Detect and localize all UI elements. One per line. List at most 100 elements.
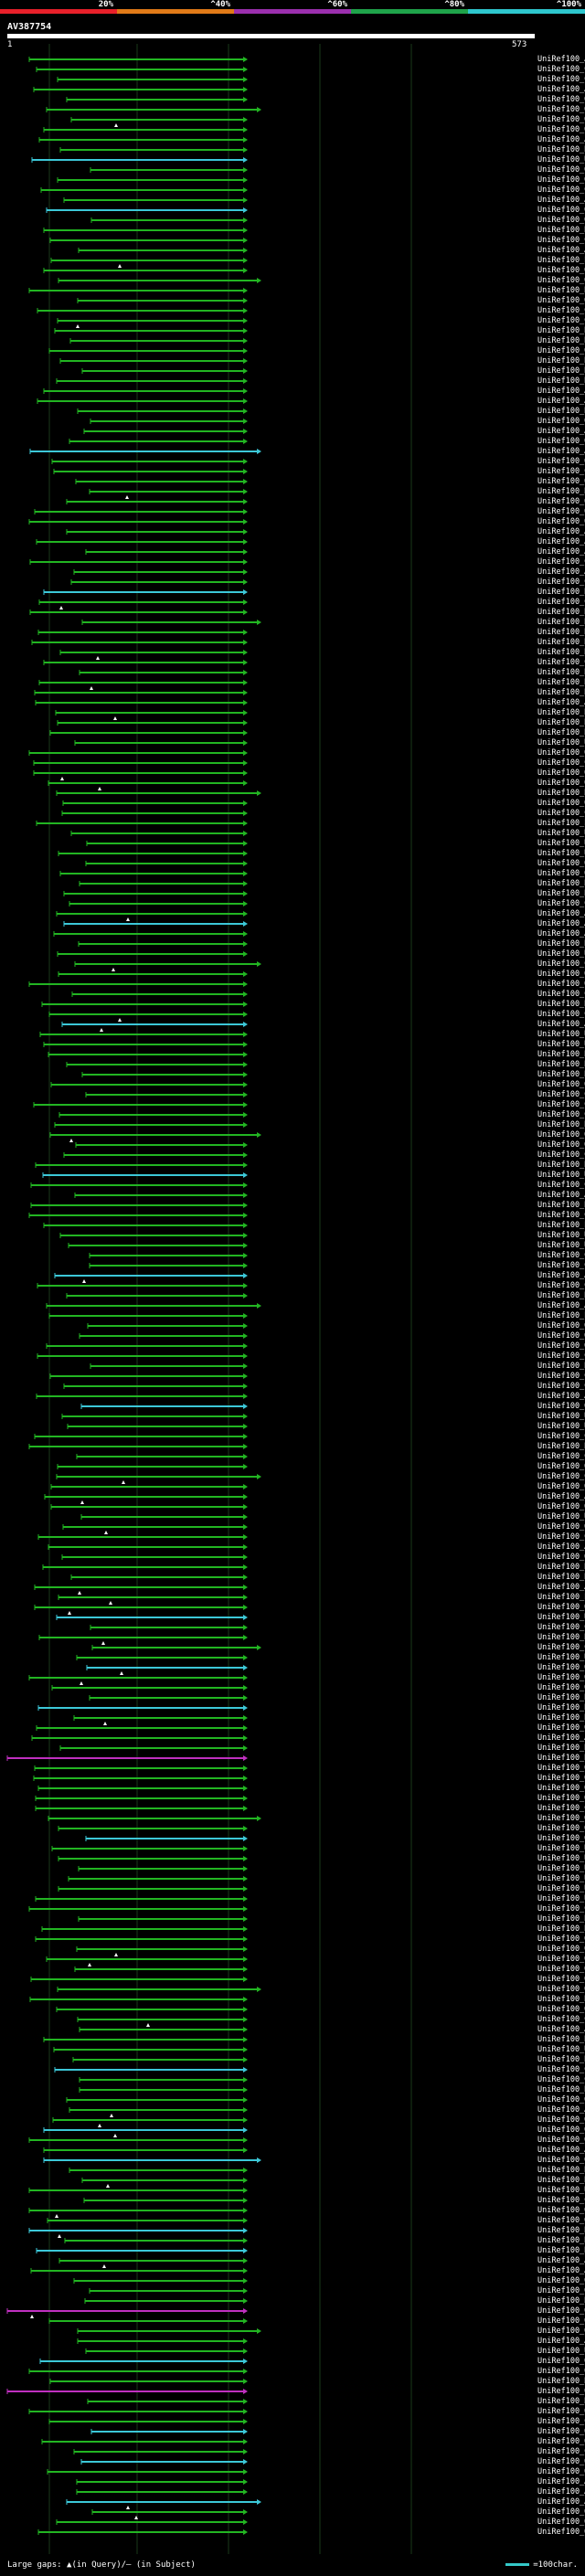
hit-link[interactable]: UniRef100_Q7ZWF8	[537, 769, 585, 778]
hit-link[interactable]: UniRef100_C6HS56	[537, 1211, 585, 1220]
hit-link[interactable]: UniRef100_C4R3K6	[537, 2447, 585, 2456]
hit-link[interactable]: UniRef100_UP1000...	[537, 1422, 585, 1431]
hit-link[interactable]: UniRef100_B4CV19	[537, 286, 585, 295]
hit-link[interactable]: UniRef100_B3LCC4	[537, 1633, 585, 1642]
hit-link[interactable]: UniRef100_UP1000...	[537, 2347, 585, 2356]
hit-link[interactable]: UniRef100_Q79KC4	[537, 115, 585, 124]
hit-link[interactable]: UniRef100_Q8T5Q9	[537, 1824, 585, 1833]
hit-link[interactable]: UniRef100_Q4PMR5	[537, 1482, 585, 1491]
hit-link[interactable]: UniRef100_B4IGZ2	[537, 2226, 585, 2235]
hit-link[interactable]: UniRef100_Q44074	[537, 2327, 585, 2336]
hit-link[interactable]: UniRef100_Q4SDX9	[537, 1080, 585, 1089]
hit-link[interactable]: UniRef100_Q0QEY6	[537, 1814, 585, 1823]
hit-link[interactable]: UniRef100_Q8SXL9	[537, 2156, 585, 2165]
hit-link[interactable]: UniRef100_A5E8P1	[537, 1733, 585, 1743]
hit-link[interactable]: UniRef100_Q2XDX9	[537, 970, 585, 979]
hit-link[interactable]: UniRef100_UP1000...	[537, 1894, 585, 1903]
hit-link[interactable]: UniRef100_Q1DYK9	[537, 1130, 585, 1140]
hit-link[interactable]: UniRef100_A3BP48	[537, 527, 585, 536]
hit-link[interactable]: UniRef100_B5Q382	[537, 668, 585, 677]
hit-link[interactable]: UniRef100_Q8AVR8	[537, 276, 585, 285]
hit-link[interactable]: UniRef100_B6JY58	[537, 1161, 585, 1170]
hit-link[interactable]: UniRef100_A1ZD38	[537, 2105, 585, 2115]
hit-link[interactable]: UniRef100_Q4R0N2	[537, 748, 585, 758]
hit-link[interactable]: UniRef100_C1BUY8	[537, 2075, 585, 2084]
hit-link[interactable]: UniRef100_B3NUQ6	[537, 2236, 585, 2245]
hit-link[interactable]: UniRef100_B8LP54	[537, 1914, 585, 1924]
hit-link[interactable]: UniRef100_A7TB22	[537, 567, 585, 577]
hit-link[interactable]: UniRef100_B8LLT1	[537, 1924, 585, 1934]
hit-link[interactable]: UniRef100_B6TF74	[537, 879, 585, 888]
hit-link[interactable]: UniRef100_B8P9E9	[537, 708, 585, 717]
hit-link[interactable]: UniRef100_Q6CB23	[537, 346, 585, 355]
hit-link[interactable]: UniRef100_A6RYV6	[537, 1020, 585, 1029]
hit-link[interactable]: UniRef100_C8S3D1	[537, 2417, 585, 2426]
hit-link[interactable]: UniRef100_Q14445	[537, 206, 585, 215]
hit-link[interactable]: UniRef100_C1BEH2	[537, 959, 585, 969]
hit-link[interactable]: UniRef100_Q4E8S4	[537, 2457, 585, 2466]
hit-link[interactable]: UniRef100_Q00VE4	[537, 165, 585, 175]
hit-link[interactable]: UniRef100_Q29GD5	[537, 1985, 585, 1994]
hit-link[interactable]: UniRef100_C5SNL2	[537, 1804, 585, 1813]
hit-link[interactable]: UniRef100_C3ZLV8	[537, 1532, 585, 1542]
hit-link[interactable]: UniRef100_Q6Q3L2	[537, 799, 585, 808]
hit-link[interactable]: UniRef100_C1N059	[537, 65, 585, 74]
hit-link[interactable]: UniRef100_B4HB54	[537, 2176, 585, 2185]
hit-link[interactable]: UniRef100_B2A2V1	[537, 939, 585, 949]
hit-link[interactable]: UniRef100_Q7SY78	[537, 2115, 585, 2125]
hit-link[interactable]: UniRef100_Q0UY13	[537, 497, 585, 506]
hit-link[interactable]: UniRef100_C0SFU8	[537, 557, 585, 567]
hit-link[interactable]: UniRef100_UP1000...	[537, 1412, 585, 1421]
hit-link[interactable]: UniRef100_B5JWY0	[537, 2397, 585, 2406]
hit-link[interactable]: UniRef100_C5DYB3	[537, 2196, 585, 2205]
hit-link[interactable]: UniRef100_B6F0Y1	[537, 648, 585, 657]
hit-link[interactable]: UniRef100_Q8MF37	[537, 2286, 585, 2295]
hit-link[interactable]: UniRef100_B3NB16	[537, 1000, 585, 1009]
hit-link[interactable]: UniRef100_C1BV23	[537, 2065, 585, 2074]
hit-link[interactable]: UniRef100_B1AC08	[537, 226, 585, 235]
hit-link[interactable]: UniRef100_B4P795	[537, 2166, 585, 2175]
hit-link[interactable]: UniRef100_Q0QEZ6	[537, 2316, 585, 2326]
hit-link[interactable]: UniRef100_P21911	[537, 1311, 585, 1320]
hit-link[interactable]: UniRef100_B7QA40	[537, 1120, 585, 1129]
hit-link[interactable]: UniRef100_Q4YPR2	[537, 2427, 585, 2436]
hit-link[interactable]: UniRef100_C1C2I4	[537, 1623, 585, 1632]
hit-link[interactable]: UniRef100_A1SRR0	[537, 387, 585, 396]
hit-link[interactable]: UniRef100_A6QK44	[537, 427, 585, 436]
hit-link[interactable]: UniRef100_B4LX89	[537, 2085, 585, 2094]
hit-link[interactable]: UniRef100_B3VYB6	[537, 376, 585, 386]
hit-link[interactable]: UniRef100_Q8AVR9	[537, 266, 585, 275]
hit-link[interactable]: UniRef100_B9RL95	[537, 1754, 585, 1763]
hit-link[interactable]: UniRef100_B2VZT6	[537, 718, 585, 727]
hit-link[interactable]: UniRef100_Q9Y5N7	[537, 296, 585, 305]
hit-link[interactable]: UniRef100_Q0QEX9	[537, 2357, 585, 2366]
hit-link[interactable]: UniRef100_C4F530	[537, 1090, 585, 1099]
hit-link[interactable]: UniRef100_B9W6R9	[537, 2055, 585, 2064]
hit-link[interactable]: UniRef100_P30480	[537, 1593, 585, 1602]
hit-link[interactable]: UniRef100_UP1000...	[537, 1231, 585, 1240]
hit-link[interactable]: UniRef100_Q9FYS5	[537, 2276, 585, 2285]
hit-link[interactable]: UniRef100_Q7XKC3	[537, 175, 585, 185]
hit-link[interactable]: UniRef100_C5M396	[537, 186, 585, 195]
hit-link[interactable]: UniRef100_A1DEE7	[537, 1392, 585, 1401]
hit-link[interactable]: UniRef100_C4B8R2	[537, 1643, 585, 1652]
hit-link[interactable]: UniRef100_A5DJ38	[537, 246, 585, 255]
hit-link[interactable]: UniRef100_Q6FWG8	[537, 437, 585, 446]
hit-link[interactable]: UniRef100_UP1000...	[537, 1040, 585, 1049]
hit-link[interactable]: UniRef100_C1LXM9	[537, 1261, 585, 1270]
hit-link[interactable]: UniRef100_A6RMD9	[537, 537, 585, 546]
hit-link[interactable]: UniRef100_A5FZQ2	[537, 2487, 585, 2496]
hit-link[interactable]: UniRef100_UP1000...	[537, 829, 585, 838]
hit-link[interactable]: UniRef100_B5Q6N6	[537, 688, 585, 697]
hit-link[interactable]: UniRef100_Q4PM08	[537, 779, 585, 788]
hit-link[interactable]: UniRef100_Q7PF83	[537, 2125, 585, 2135]
hit-link[interactable]: UniRef100_Q6NSE7	[537, 869, 585, 878]
hit-link[interactable]: UniRef100_B3VYB8	[537, 366, 585, 376]
hit-link[interactable]: UniRef100_Q19HM7	[537, 2306, 585, 2316]
hit-link[interactable]: UniRef100_B6F0Y7	[537, 638, 585, 647]
hit-link[interactable]: UniRef100_A6SWF1	[537, 2477, 585, 2486]
hit-link[interactable]: UniRef100_UP1000...	[537, 1171, 585, 1180]
hit-link[interactable]: UniRef100_C1E1R5	[537, 75, 585, 84]
hit-link[interactable]: UniRef100_A7TNK6	[537, 447, 585, 456]
hit-link[interactable]: UniRef100_Q2HEG2	[537, 1794, 585, 1803]
